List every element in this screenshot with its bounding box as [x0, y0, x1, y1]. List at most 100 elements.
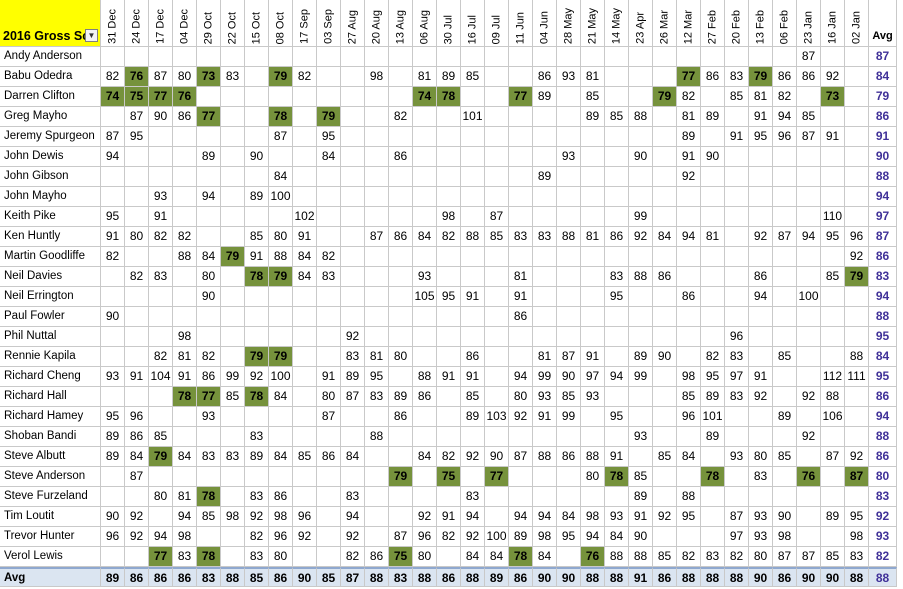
score-cell[interactable]: 94 — [173, 507, 197, 527]
score-cell[interactable] — [797, 207, 821, 227]
score-cell[interactable] — [629, 47, 653, 67]
score-cell[interactable] — [509, 107, 533, 127]
player-name-cell[interactable]: Richard Cheng — [0, 367, 101, 387]
player-average-cell[interactable]: 87 — [869, 47, 897, 67]
score-cell[interactable] — [365, 107, 389, 127]
score-cell[interactable]: 93 — [749, 507, 773, 527]
score-cell[interactable]: 92 — [845, 247, 869, 267]
score-cell[interactable] — [221, 147, 245, 167]
score-cell[interactable]: 93 — [749, 527, 773, 547]
score-cell[interactable] — [365, 287, 389, 307]
score-cell[interactable] — [197, 87, 221, 107]
footer-average-cell[interactable]: 90 — [557, 567, 581, 587]
score-cell[interactable] — [197, 527, 221, 547]
column-header[interactable]: 30 Jul — [437, 0, 461, 47]
score-cell[interactable] — [845, 167, 869, 187]
score-cell[interactable] — [701, 167, 725, 187]
score-cell[interactable] — [677, 47, 701, 67]
score-cell[interactable] — [221, 547, 245, 567]
score-cell[interactable] — [461, 87, 485, 107]
score-cell[interactable] — [101, 347, 125, 367]
score-cell[interactable]: 91 — [437, 507, 461, 527]
score-cell[interactable]: 79 — [245, 347, 269, 367]
score-cell[interactable] — [749, 247, 773, 267]
score-cell[interactable] — [605, 87, 629, 107]
score-cell[interactable] — [605, 427, 629, 447]
score-cell[interactable] — [149, 407, 173, 427]
score-cell[interactable] — [485, 507, 509, 527]
score-cell[interactable] — [629, 387, 653, 407]
score-cell[interactable] — [557, 267, 581, 287]
score-cell[interactable] — [125, 147, 149, 167]
footer-average-cell[interactable]: 88 — [677, 567, 701, 587]
footer-avg-label[interactable]: Avg — [0, 567, 101, 587]
score-cell[interactable] — [797, 527, 821, 547]
score-cell[interactable] — [701, 327, 725, 347]
score-cell[interactable] — [173, 307, 197, 327]
score-cell[interactable]: 92 — [245, 367, 269, 387]
score-cell[interactable] — [701, 487, 725, 507]
column-header[interactable]: 29 Oct — [197, 0, 221, 47]
score-cell[interactable] — [437, 187, 461, 207]
score-cell[interactable]: 86 — [389, 227, 413, 247]
score-cell[interactable] — [125, 287, 149, 307]
score-cell[interactable]: 98 — [581, 507, 605, 527]
score-cell[interactable]: 92 — [629, 227, 653, 247]
score-cell[interactable] — [797, 247, 821, 267]
score-cell[interactable]: 84 — [173, 447, 197, 467]
score-cell[interactable]: 88 — [461, 227, 485, 247]
score-cell[interactable] — [149, 247, 173, 267]
player-name-cell[interactable]: Greg Mayho — [0, 107, 101, 127]
score-cell[interactable] — [341, 227, 365, 247]
score-cell[interactable]: 85 — [245, 227, 269, 247]
player-name-cell[interactable]: Andy Anderson — [0, 47, 101, 67]
score-cell[interactable] — [821, 107, 845, 127]
score-cell[interactable]: 98 — [773, 527, 797, 547]
score-cell[interactable]: 77 — [509, 87, 533, 107]
score-cell[interactable] — [653, 307, 677, 327]
score-cell[interactable]: 83 — [197, 447, 221, 467]
score-cell[interactable]: 84 — [317, 147, 341, 167]
score-cell[interactable] — [629, 67, 653, 87]
score-cell[interactable]: 93 — [581, 387, 605, 407]
score-cell[interactable] — [221, 487, 245, 507]
score-cell[interactable]: 82 — [149, 347, 173, 367]
score-cell[interactable]: 100 — [269, 367, 293, 387]
avg-column-header[interactable]: Avg — [869, 0, 897, 47]
score-cell[interactable] — [221, 527, 245, 547]
score-cell[interactable]: 96 — [845, 227, 869, 247]
score-cell[interactable] — [797, 447, 821, 467]
score-cell[interactable] — [365, 147, 389, 167]
score-cell[interactable]: 89 — [245, 187, 269, 207]
score-cell[interactable]: 77 — [197, 107, 221, 127]
score-cell[interactable] — [221, 287, 245, 307]
score-cell[interactable] — [365, 167, 389, 187]
score-cell[interactable]: 86 — [269, 487, 293, 507]
score-cell[interactable]: 89 — [509, 527, 533, 547]
player-name-cell[interactable]: Jeremy Spurgeon — [0, 127, 101, 147]
score-cell[interactable]: 93 — [725, 447, 749, 467]
score-cell[interactable] — [653, 207, 677, 227]
score-cell[interactable] — [773, 307, 797, 327]
score-cell[interactable] — [821, 527, 845, 547]
score-cell[interactable]: 93 — [557, 147, 581, 167]
score-cell[interactable]: 89 — [629, 487, 653, 507]
score-cell[interactable] — [581, 167, 605, 187]
score-cell[interactable] — [797, 327, 821, 347]
player-average-cell[interactable]: 84 — [869, 67, 897, 87]
score-cell[interactable]: 87 — [101, 127, 125, 147]
score-cell[interactable]: 111 — [845, 367, 869, 387]
score-cell[interactable]: 88 — [821, 387, 845, 407]
score-cell[interactable] — [101, 167, 125, 187]
score-cell[interactable]: 96 — [413, 527, 437, 547]
score-cell[interactable] — [197, 307, 221, 327]
score-cell[interactable] — [845, 327, 869, 347]
footer-average-cell[interactable]: 86 — [149, 567, 173, 587]
score-cell[interactable]: 92 — [293, 527, 317, 547]
score-cell[interactable] — [101, 267, 125, 287]
score-cell[interactable] — [629, 287, 653, 307]
score-cell[interactable] — [245, 407, 269, 427]
player-name-cell[interactable]: Trevor Hunter — [0, 527, 101, 547]
score-cell[interactable] — [221, 467, 245, 487]
score-cell[interactable] — [533, 287, 557, 307]
